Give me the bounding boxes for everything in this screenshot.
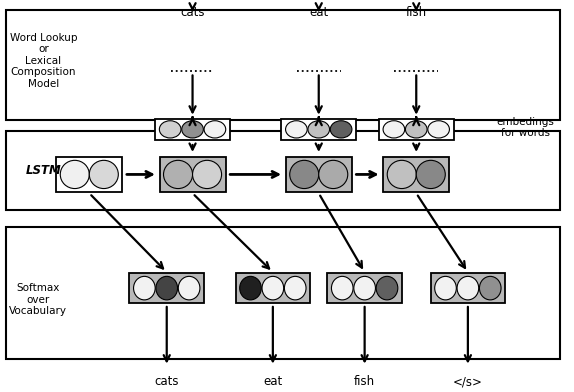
Ellipse shape [387, 160, 416, 189]
Ellipse shape [179, 276, 200, 300]
Ellipse shape [319, 160, 348, 189]
Text: eat: eat [309, 6, 328, 19]
Ellipse shape [428, 121, 449, 138]
Ellipse shape [204, 121, 226, 138]
Ellipse shape [405, 121, 427, 138]
Text: eat: eat [263, 375, 282, 388]
Ellipse shape [383, 121, 405, 138]
Ellipse shape [284, 276, 306, 300]
Bar [6, 131, 560, 210]
Ellipse shape [192, 160, 222, 189]
Bar [6, 227, 560, 359]
Ellipse shape [331, 276, 353, 300]
Ellipse shape [290, 160, 319, 189]
Bar [160, 157, 226, 192]
Ellipse shape [60, 160, 90, 189]
Bar [327, 274, 402, 303]
Ellipse shape [182, 121, 203, 138]
Ellipse shape [435, 276, 456, 300]
Text: Softmax
over
Vocabulary: Softmax over Vocabulary [9, 283, 67, 316]
Bar [379, 118, 453, 140]
Text: cats: cats [180, 6, 205, 19]
Bar [130, 274, 204, 303]
Text: </s>: </s> [453, 375, 483, 388]
Ellipse shape [156, 276, 177, 300]
Bar [430, 274, 505, 303]
Ellipse shape [457, 276, 479, 300]
Bar [281, 118, 356, 140]
Bar [286, 157, 352, 192]
Ellipse shape [240, 276, 261, 300]
Text: fish: fish [406, 6, 427, 19]
Text: cats: cats [154, 375, 179, 388]
Bar [235, 274, 310, 303]
Text: embedings
for words: embedings for words [497, 116, 554, 138]
Ellipse shape [308, 121, 329, 138]
Ellipse shape [285, 121, 307, 138]
Ellipse shape [164, 160, 192, 189]
Text: Word Lookup
or
Lexical
Composition
Model: Word Lookup or Lexical Composition Model [10, 33, 77, 89]
Ellipse shape [330, 121, 352, 138]
Ellipse shape [376, 276, 398, 300]
Bar [383, 157, 449, 192]
Bar [56, 157, 122, 192]
Ellipse shape [90, 160, 118, 189]
Ellipse shape [354, 276, 375, 300]
Text: fish: fish [354, 375, 375, 388]
Bar [155, 118, 230, 140]
Ellipse shape [262, 276, 284, 300]
Text: LSTM: LSTM [26, 164, 62, 177]
Bar [6, 10, 560, 120]
Ellipse shape [479, 276, 501, 300]
Ellipse shape [160, 121, 181, 138]
Ellipse shape [416, 160, 445, 189]
Ellipse shape [134, 276, 155, 300]
